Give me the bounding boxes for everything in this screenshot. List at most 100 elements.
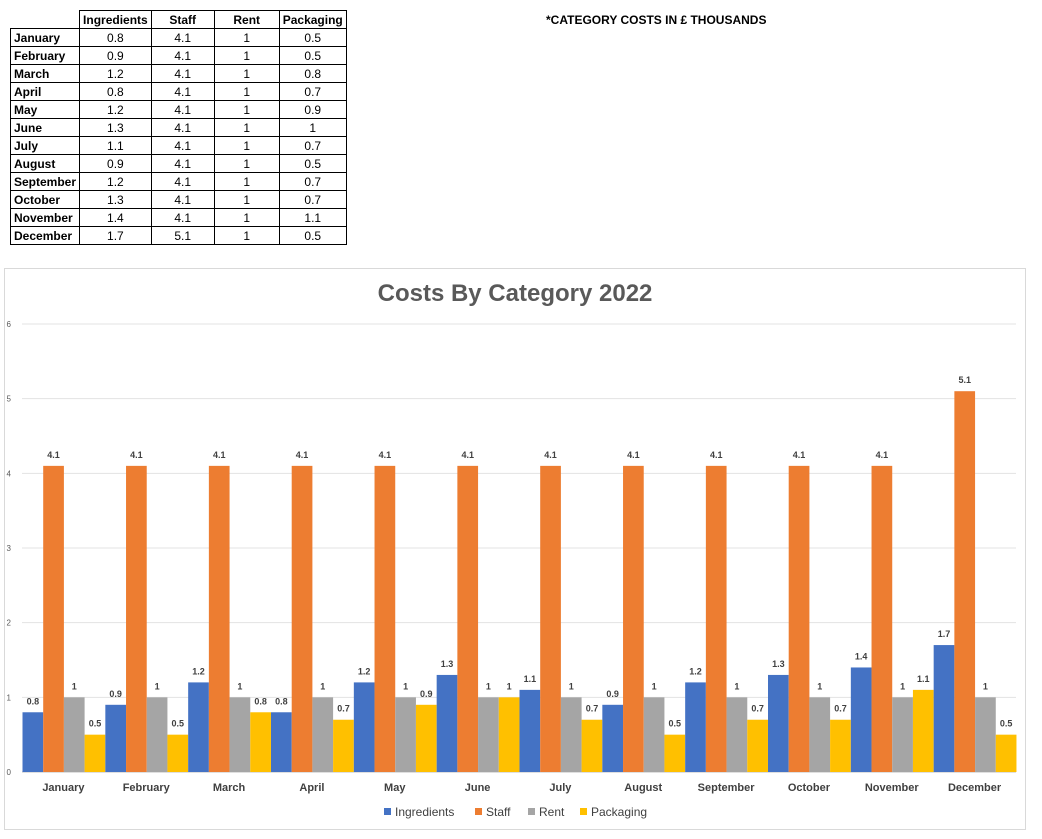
x-tick-label: February <box>123 782 171 794</box>
table-cell: 0.8 <box>79 82 152 101</box>
bar-rent-july <box>560 697 582 772</box>
bar-ingredients-july <box>519 689 541 772</box>
x-tick-label: May <box>384 782 406 794</box>
data-label: 5.1 <box>958 375 971 385</box>
table-header-ingredients: Ingredients <box>79 10 152 29</box>
bar-rent-september <box>726 697 748 772</box>
bar-ingredients-february <box>105 704 127 772</box>
x-tick-label: October <box>788 782 831 794</box>
data-label: 1 <box>155 681 160 691</box>
data-label: 1.2 <box>358 666 371 676</box>
data-label: 1.7 <box>938 629 951 639</box>
table-cell: 1.1 <box>79 136 152 155</box>
table-row: June 1.3 4.1 1 1 <box>9 118 347 137</box>
legend-label-packaging: Packaging <box>591 805 647 819</box>
table-cell: 0.5 <box>278 226 347 245</box>
data-label: 1 <box>237 681 242 691</box>
data-label: 1.2 <box>192 666 205 676</box>
bar-staff-december <box>954 391 976 772</box>
bar-packaging-january <box>84 734 106 772</box>
bar-staff-april <box>291 465 313 772</box>
data-table: Ingredients Staff Rent Packaging January… <box>9 10 347 245</box>
bar-rent-february <box>146 697 168 772</box>
data-label: 4.1 <box>47 450 60 460</box>
data-label: 1 <box>652 681 657 691</box>
y-tick-label: 3 <box>7 544 12 553</box>
y-tick-label: 6 <box>7 320 12 329</box>
bar-ingredients-september <box>685 682 706 772</box>
bar-packaging-april <box>333 719 354 772</box>
y-tick-label: 4 <box>7 469 12 478</box>
legend-swatch-rent <box>528 808 535 815</box>
legend-swatch-packaging <box>580 808 587 815</box>
x-tick-label: April <box>299 782 324 794</box>
bar-staff-august <box>623 465 644 772</box>
bar-ingredients-august <box>602 704 624 772</box>
data-label: 1 <box>507 681 512 691</box>
x-tick-label: August <box>624 782 662 794</box>
bar-staff-february <box>126 465 147 772</box>
table-cell: 1 <box>213 226 280 245</box>
bar-packaging-march <box>250 712 271 772</box>
table-row: November 1.4 4.1 1 1.1 <box>9 208 347 227</box>
bar-ingredients-november <box>850 667 872 772</box>
bar-ingredients-may <box>353 682 375 772</box>
bar-staff-may <box>374 465 396 772</box>
units-note: *CATEGORY COSTS IN £ THOUSANDS <box>546 13 767 27</box>
data-label: 1.3 <box>772 659 785 669</box>
table-cell: 0.9 <box>79 46 152 65</box>
data-label: 1.3 <box>441 659 454 669</box>
data-label: 1 <box>983 681 988 691</box>
table-row-label: April <box>9 82 81 101</box>
bar-staff-october <box>788 465 810 772</box>
data-label: 1 <box>817 681 822 691</box>
bar-staff-july <box>540 465 561 772</box>
data-label: 0.9 <box>606 689 619 699</box>
table-row: July 1.1 4.1 1 0.7 <box>9 136 347 155</box>
data-label: 4.1 <box>379 450 392 460</box>
x-tick-label: January <box>42 782 85 794</box>
bar-rent-october <box>809 697 831 772</box>
table-cell: 0.5 <box>278 154 347 173</box>
bar-rent-march <box>229 697 251 772</box>
x-tick-label: March <box>213 782 246 794</box>
bar-rent-november <box>892 697 913 772</box>
bar-rent-june <box>478 697 499 772</box>
table-row-label: March <box>9 64 81 83</box>
data-label: 0.7 <box>337 704 350 714</box>
legend-label-staff: Staff <box>486 805 511 819</box>
legend-swatch-ingredients <box>384 808 391 815</box>
legend-swatch-staff <box>475 808 482 815</box>
bar-rent-may <box>395 697 416 772</box>
bar-ingredients-march <box>188 682 209 772</box>
bar-ingredients-april <box>271 712 292 772</box>
bar-ingredients-october <box>768 674 789 772</box>
table-header-staff: Staff <box>150 10 215 29</box>
data-label: 1.4 <box>855 651 868 661</box>
bar-packaging-august <box>664 734 686 772</box>
y-tick-label: 0 <box>7 768 12 777</box>
table-row: March 1.2 4.1 1 0.8 <box>9 64 347 83</box>
table-row-label: October <box>9 190 81 209</box>
table-cell: 5.1 <box>150 226 215 245</box>
x-tick-label: July <box>549 782 572 794</box>
data-label: 1.1 <box>524 674 537 684</box>
table-cell: 0.7 <box>278 172 347 191</box>
data-label: 0.8 <box>27 696 40 706</box>
data-label: 0.7 <box>751 704 764 714</box>
bar-ingredients-june <box>436 674 458 772</box>
data-label: 0.5 <box>1000 719 1013 729</box>
data-label: 4.1 <box>627 450 640 460</box>
bar-packaging-december <box>995 734 1017 772</box>
data-label: 0.9 <box>420 689 433 699</box>
table-row-label: February <box>9 46 81 65</box>
bar-staff-june <box>457 465 479 772</box>
bar-staff-january <box>43 465 64 772</box>
data-label: 0.5 <box>669 719 682 729</box>
data-label: 1 <box>72 681 77 691</box>
bar-rent-december <box>975 697 996 772</box>
bar-packaging-october <box>830 719 851 772</box>
table-row: February 0.9 4.1 1 0.5 <box>9 46 347 65</box>
data-label: 1 <box>320 681 325 691</box>
data-label: 1.2 <box>689 666 702 676</box>
